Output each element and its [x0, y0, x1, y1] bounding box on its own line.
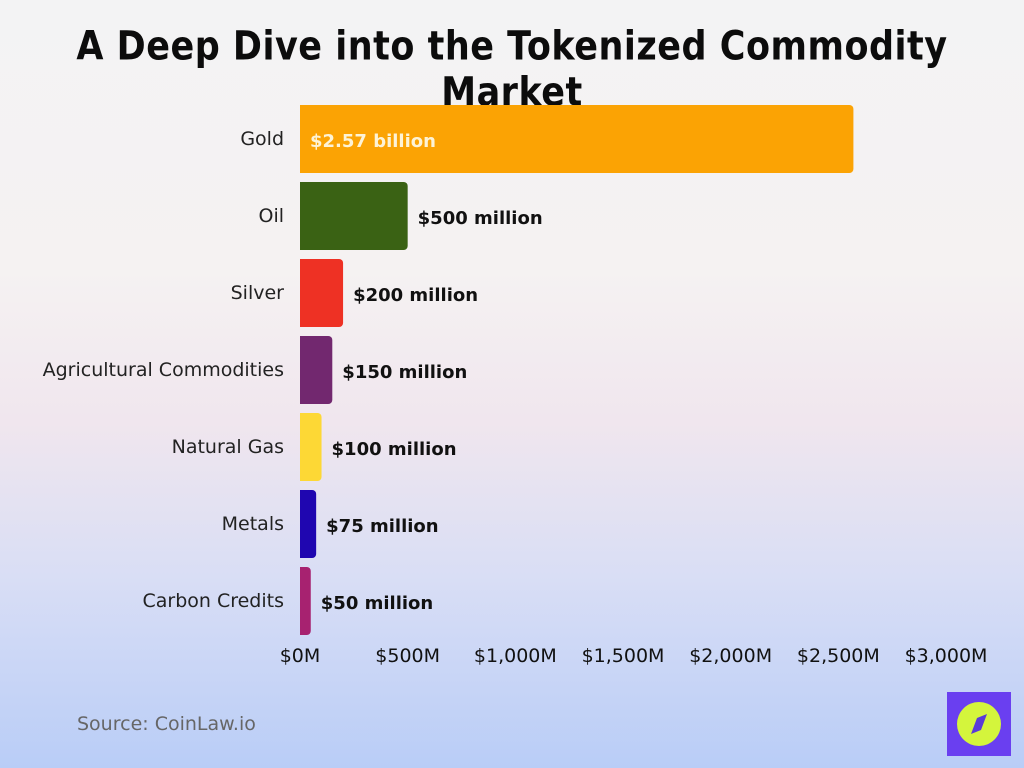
data-label: $150 million [342, 362, 467, 383]
data-label: $75 million [326, 516, 438, 537]
x-tick-label: $3,000M [905, 645, 988, 667]
data-label: $500 million [418, 208, 543, 229]
bar-2 [300, 259, 344, 327]
data-label: $50 million [321, 593, 433, 614]
category-label: Metals [222, 513, 284, 535]
category-label: Gold [240, 128, 284, 150]
bar-5 [300, 490, 317, 558]
x-tick-label: $2,500M [797, 645, 880, 667]
category-label: Natural Gas [172, 436, 284, 458]
compass-icon [957, 702, 1001, 746]
x-tick-label: $2,000M [689, 645, 772, 667]
bar-4 [300, 413, 322, 481]
category-label: Oil [258, 205, 284, 227]
category-label: Silver [231, 282, 285, 304]
x-tick-label: $500M [375, 645, 440, 667]
logo [947, 692, 1011, 756]
source-text: Source: CoinLaw.io [77, 713, 256, 735]
x-tick-label: $1,000M [474, 645, 557, 667]
data-label: $200 million [353, 285, 478, 306]
data-label: $100 million [332, 439, 457, 460]
data-label: $2.57 billion [310, 131, 436, 152]
bar-1 [300, 182, 408, 250]
bar-6 [300, 567, 311, 635]
chart-title: A Deep Dive into the Tokenized Commodity… [76, 24, 948, 116]
bar-0 [300, 105, 854, 173]
bar-3 [300, 336, 333, 404]
category-label: Agricultural Commodities [43, 359, 284, 381]
category-label: Carbon Credits [142, 590, 284, 612]
x-tick-label: $1,500M [582, 645, 665, 667]
x-tick-label: $0M [280, 645, 321, 667]
